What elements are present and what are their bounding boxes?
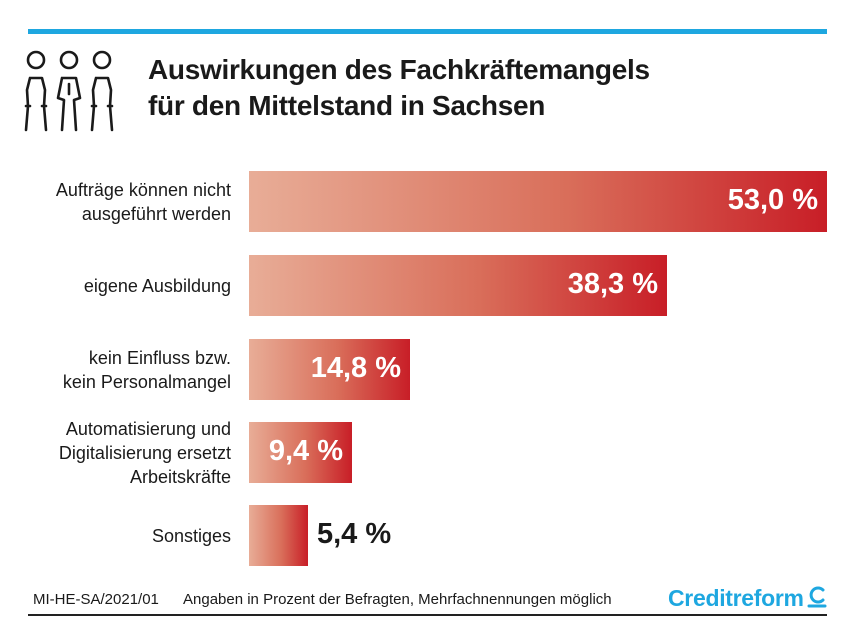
chart-title: Auswirkungen des Fachkräftemangels für d… — [148, 52, 650, 124]
title-line-2: für den Mittelstand in Sachsen — [148, 90, 546, 121]
bottom-divider — [28, 614, 827, 616]
value-label: 5,4 % — [317, 518, 392, 550]
value-label: 14,8 % — [310, 352, 401, 384]
bar — [249, 422, 352, 483]
bar — [249, 171, 827, 232]
brand-logo-icon — [807, 586, 827, 608]
category-label: eigene Ausbildung — [83, 275, 231, 296]
bar — [249, 339, 410, 400]
value-label: 9,4 % — [268, 435, 343, 467]
top-accent-line — [28, 29, 827, 34]
category-label: Aufträge können nicht ausgeführt werden — [55, 179, 231, 224]
category-label: kein Einfluss bzw. kein Personalmangel — [62, 347, 231, 392]
people-icon — [24, 50, 114, 132]
title-line-1: Auswirkungen des Fachkräftemangels — [148, 54, 650, 85]
category-label: Sonstiges — [151, 525, 231, 546]
value-label: 53,0 % — [727, 184, 818, 216]
category-label: Automatisierung und Digitalisierung erse… — [58, 418, 231, 487]
bar — [249, 505, 308, 566]
brand-logo-text: Creditreform — [668, 585, 804, 611]
bar — [249, 255, 667, 316]
footer-code: MI-HE-SA/2021/01 — [33, 591, 159, 608]
footer-note: Angaben in Prozent der Befragten, Mehrfa… — [183, 591, 612, 608]
value-label: 38,3 % — [567, 268, 658, 300]
